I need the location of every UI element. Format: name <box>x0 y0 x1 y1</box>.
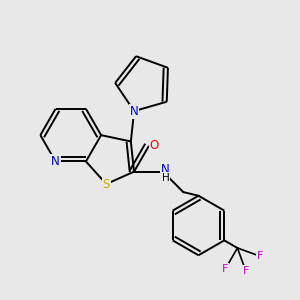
Text: N: N <box>161 163 170 176</box>
Text: N: N <box>51 155 60 168</box>
Text: S: S <box>103 178 110 190</box>
Text: O: O <box>150 139 159 152</box>
Text: N: N <box>130 105 139 118</box>
Text: F: F <box>243 266 249 276</box>
Text: H: H <box>162 172 170 183</box>
Text: F: F <box>222 264 228 274</box>
Text: F: F <box>257 251 264 261</box>
